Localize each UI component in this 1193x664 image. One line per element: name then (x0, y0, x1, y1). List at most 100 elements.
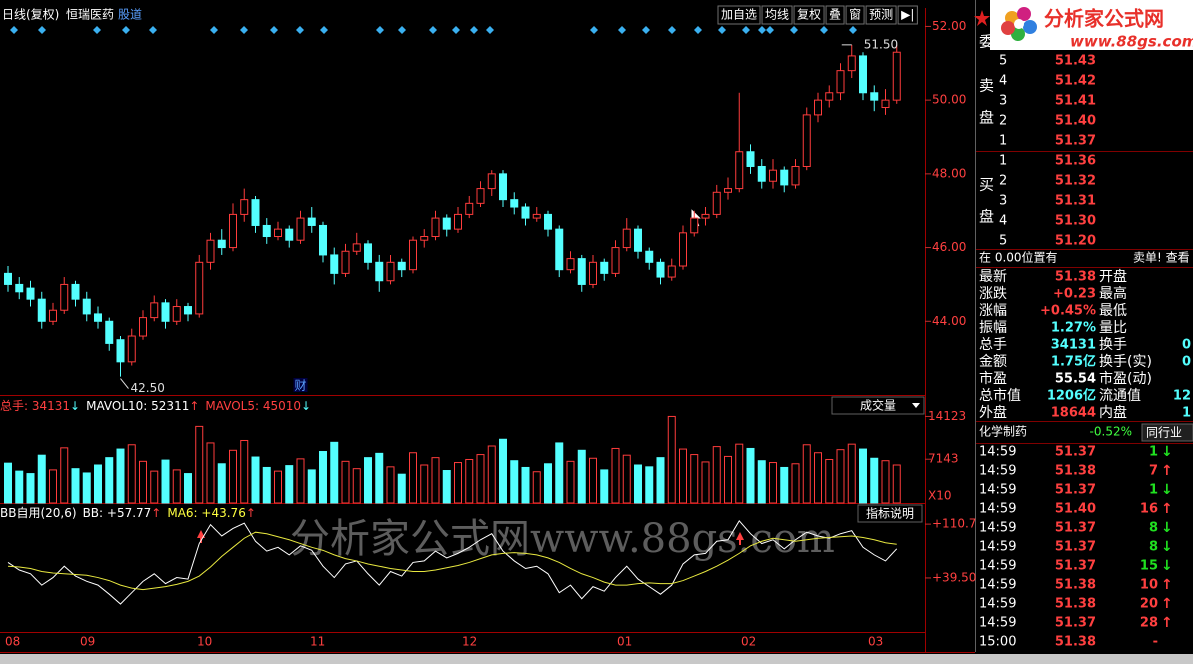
candle-body (409, 239, 417, 271)
selector-box[interactable] (831, 396, 925, 415)
volume-bar (409, 452, 417, 504)
quote-label: 最低 (1099, 303, 1127, 319)
candle-body (712, 191, 721, 215)
candle-body (510, 199, 519, 208)
candle-body (364, 243, 372, 263)
volume-bar (724, 455, 732, 504)
book-note-link[interactable]: 卖单! 查看 (1133, 251, 1190, 265)
logo-icon (1001, 7, 1037, 41)
trade-time: 14:59 (979, 578, 1016, 593)
volume-bar (510, 460, 519, 504)
trade-time: 14:59 (979, 445, 1016, 460)
trade-price: 51.40 (1055, 502, 1096, 517)
header-arrow: ↓ (301, 399, 311, 413)
event-marker (718, 26, 726, 34)
volume-bar (49, 469, 57, 504)
header-arrow: ↑ (246, 506, 256, 520)
candle-body (555, 228, 564, 271)
volume-bar (600, 469, 609, 504)
toolbar-button[interactable]: 叠 (829, 8, 841, 22)
y-tick-label: 46.00 (932, 240, 966, 254)
candle-body (116, 339, 125, 363)
trade-volume: 1 (1149, 483, 1158, 498)
candle-body (161, 302, 170, 322)
toolbar-button[interactable]: ▶| (901, 8, 914, 22)
book-price: 51.41 (1055, 94, 1096, 109)
candle-body (589, 261, 597, 285)
volume-bar (746, 447, 755, 504)
candle-body (847, 55, 856, 72)
industry-link[interactable]: 同行业 (1146, 426, 1182, 440)
trade-time: 14:59 (979, 540, 1016, 555)
selector-label[interactable]: 成交量 (860, 398, 896, 413)
volume-bar (319, 451, 327, 504)
header-arrow: ↑ (189, 399, 199, 413)
book-level: 3 (999, 194, 1007, 209)
trade-time: 14:59 (979, 559, 1016, 574)
trade-volume: 10 (1140, 578, 1158, 593)
toolbar-button[interactable]: 预测 (869, 8, 893, 22)
quote-value: +0.45% (1040, 304, 1096, 319)
volume-bar (611, 447, 620, 504)
volume-bar (690, 454, 699, 504)
volume-bar (566, 460, 575, 504)
stock-link[interactable]: 股道 (118, 8, 142, 22)
volume-bar (870, 457, 879, 504)
x-tick-label: 09 (80, 635, 95, 649)
quote-value: 1.75亿 (1051, 354, 1096, 370)
candle-body (859, 55, 867, 94)
logo-url: www.88gs.com (1070, 33, 1193, 51)
toolbar-button[interactable]: 均线 (765, 8, 789, 22)
volume-bar (634, 464, 642, 504)
volume-bar (375, 452, 384, 504)
industry-button[interactable] (1141, 423, 1193, 442)
header-item: 总手: 34131 (0, 399, 70, 413)
candle-body (195, 261, 204, 315)
candle-body (15, 283, 24, 293)
signal-arrow (197, 530, 205, 543)
trade-time: 14:59 (979, 616, 1016, 631)
volume-bar (172, 469, 181, 504)
trade-volume: 16 (1140, 502, 1158, 517)
help-label[interactable]: 指标说明 (866, 506, 914, 521)
candle-body (431, 217, 440, 238)
candle-body (285, 228, 294, 241)
trade-price: 51.37 (1055, 521, 1096, 536)
volume-bar (656, 457, 665, 504)
quote-value: 1.27% (1051, 321, 1096, 336)
candle-body (465, 202, 474, 215)
volume-bar (431, 457, 440, 504)
candle-body (94, 313, 102, 322)
event-marker (486, 26, 494, 34)
industry-change: -0.52% (1090, 425, 1132, 439)
volume-bar (195, 425, 204, 504)
help-box[interactable] (857, 504, 923, 523)
selector-caret (912, 403, 920, 408)
book-level: 2 (999, 114, 1007, 129)
y-tick-label: 44.00 (932, 314, 966, 328)
toolbar-button[interactable]: 加自选 (721, 8, 757, 22)
trade-arrow: ↓ (1161, 444, 1173, 460)
candle-body (184, 306, 192, 315)
volume-bar (735, 443, 744, 504)
x-tick-label: 08 (5, 635, 20, 649)
quote-label: 开盘 (1099, 268, 1127, 285)
candle-body (386, 261, 395, 282)
candle-body (600, 261, 609, 274)
candle-body (802, 114, 811, 167)
toolbar-button[interactable]: 窗 (849, 8, 861, 22)
trade-volume: 15 (1140, 559, 1158, 574)
trade-price: 51.38 (1055, 635, 1096, 650)
event-marker (452, 26, 460, 34)
trade-price: 51.38 (1055, 578, 1096, 593)
candle-body (139, 317, 147, 337)
toolbar-button[interactable]: 复权 (797, 8, 821, 22)
book-level: 3 (999, 94, 1007, 109)
volume-bar (442, 470, 451, 504)
y-tick-label: 48.00 (932, 166, 966, 180)
quote-label: 总市值 (979, 387, 1021, 404)
header-item: BB自用(20,6) (0, 506, 77, 520)
candle-body (825, 92, 834, 101)
